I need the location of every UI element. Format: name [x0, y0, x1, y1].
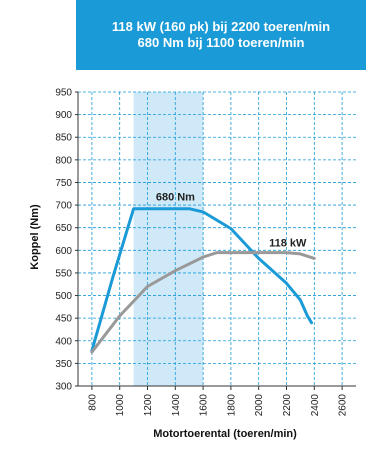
x-tick-label: 2600: [338, 394, 349, 417]
x-tick-label: 2000: [254, 394, 265, 417]
banner-torque-spec: 680 Nm bij 1100 toeren/min: [137, 35, 305, 50]
x-tick-label: 2400: [310, 394, 321, 417]
y-tick-label: 600: [55, 246, 72, 257]
banner-power-spec: 118 kW (160 pk) bij 2200 toeren/min: [111, 19, 331, 34]
x-tick-label: 2200: [282, 394, 293, 417]
x-tick-label: 1000: [115, 394, 126, 417]
x-tick-label: 800: [87, 394, 98, 411]
y-tick-label: 950: [55, 88, 72, 99]
y-tick-label: 800: [55, 155, 72, 166]
y-tick-label: 750: [55, 178, 72, 189]
y-tick-label: 350: [55, 359, 72, 370]
y-tick-label: 900: [55, 110, 72, 121]
y-tick-label: 500: [55, 291, 72, 302]
y-tick-label: 700: [55, 201, 72, 212]
torque-peak-label: 680 Nm: [156, 192, 195, 204]
y-tick-label: 850: [55, 133, 72, 144]
y-tick-label: 450: [55, 314, 72, 325]
y-tick-label: 550: [55, 268, 72, 279]
y-tick-label: 300: [55, 382, 72, 393]
spec-banner: 118 kW (160 pk) bij 2200 toeren/min 680 …: [76, 0, 366, 70]
x-tick-label: 1400: [171, 394, 182, 417]
power-peak-label: 118 kW: [269, 238, 307, 250]
y-tick-label: 400: [55, 336, 72, 347]
torque-curve: [90, 207, 313, 353]
x-axis-title: Motortoerental (toeren/min): [153, 428, 297, 440]
x-tick-label: 1600: [199, 394, 210, 417]
power-curve: [90, 251, 316, 354]
x-tick-label: 1800: [226, 394, 237, 417]
x-tick-label: 1200: [143, 394, 154, 417]
peak-torque-band: [133, 92, 204, 386]
y-tick-label: 650: [55, 223, 72, 234]
y-axis-title: Koppel (Nm): [29, 204, 41, 270]
